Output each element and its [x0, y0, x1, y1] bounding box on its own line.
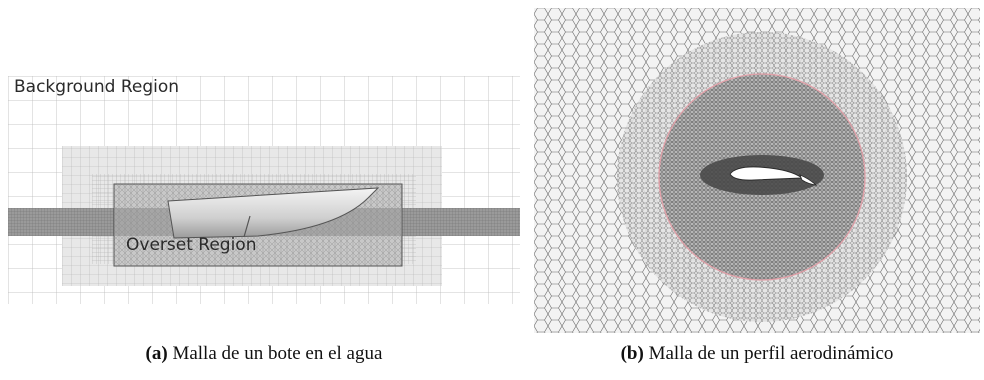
- caption-b-text: Malla de un perfil aerodinámico: [643, 343, 894, 364]
- boat-mesh-figure: [8, 76, 520, 304]
- airfoil-mesh-image: [534, 8, 980, 333]
- airfoil-mesh-figure: [534, 8, 980, 333]
- caption-a-tag: (a): [145, 343, 168, 364]
- caption-b: (b) Malla de un perfil aerodinámico: [534, 343, 980, 365]
- boat-mesh-image: [8, 76, 520, 304]
- caption-a-text: Malla de un bote en el agua: [167, 343, 383, 364]
- background-region-label: Background Region: [14, 77, 180, 97]
- caption-a: (a) Malla de un bote en el agua: [8, 343, 520, 365]
- overset-region-label: Overset Region: [126, 235, 257, 255]
- caption-b-tag: (b): [620, 343, 644, 364]
